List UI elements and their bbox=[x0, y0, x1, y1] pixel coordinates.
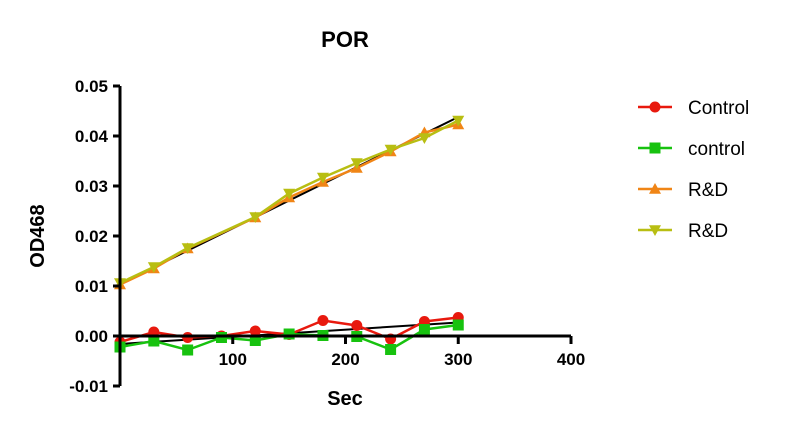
chart-title: POR bbox=[321, 27, 369, 52]
y-tick-label: 0.01 bbox=[75, 277, 108, 296]
data-point bbox=[452, 319, 464, 331]
axes: -0.01 0.00 0.01 0.02 0.03 0.04 0.05 100 200 300 40… bbox=[69, 77, 585, 396]
legend-marker bbox=[649, 101, 661, 113]
legend-marker bbox=[649, 225, 661, 236]
legend-label: Control bbox=[688, 98, 749, 119]
legend: Control control R&D R&D bbox=[638, 98, 749, 242]
legend-item: R&D bbox=[638, 221, 728, 242]
fit-lines bbox=[119, 116, 459, 345]
legend-label: control bbox=[688, 139, 745, 160]
legend-label: R&D bbox=[688, 180, 728, 201]
legend-label: R&D bbox=[688, 221, 728, 242]
data-point bbox=[317, 315, 329, 326]
y-axis-label: OD468 bbox=[27, 204, 49, 267]
data-point bbox=[385, 344, 397, 355]
data-point bbox=[249, 325, 261, 337]
data-point bbox=[182, 344, 194, 356]
x-tick-label: 200 bbox=[331, 350, 359, 369]
series-3 bbox=[114, 118, 465, 290]
data-point bbox=[418, 133, 431, 144]
data-point bbox=[283, 188, 296, 200]
x-tick-label: 400 bbox=[557, 350, 585, 369]
series-line bbox=[119, 119, 459, 285]
legend-item: Control bbox=[638, 98, 749, 119]
y-tick-label: 0.03 bbox=[75, 177, 108, 196]
data-point bbox=[418, 324, 430, 335]
x-axis-label: Sec bbox=[327, 388, 363, 410]
y-tick-label: 0.02 bbox=[75, 227, 108, 246]
data-point bbox=[147, 262, 160, 273]
data-point bbox=[316, 172, 329, 184]
data-point bbox=[249, 335, 261, 346]
data-point bbox=[384, 144, 397, 156]
y-tick-label: 0.05 bbox=[75, 77, 108, 96]
x-tick-label: 100 bbox=[219, 350, 247, 369]
series-layer bbox=[114, 115, 465, 356]
series-4 bbox=[114, 115, 465, 289]
data-point bbox=[452, 115, 465, 127]
legend-marker bbox=[649, 142, 661, 154]
data-point bbox=[249, 212, 262, 223]
data-point bbox=[350, 158, 363, 169]
data-point bbox=[283, 328, 295, 340]
data-point bbox=[181, 243, 194, 254]
legend-item: control bbox=[638, 139, 745, 160]
data-point bbox=[351, 320, 363, 331]
legend-marker bbox=[649, 183, 661, 194]
x-tick-label: 300 bbox=[444, 350, 472, 369]
data-point bbox=[148, 335, 160, 347]
y-tick-label: 0.04 bbox=[75, 127, 109, 146]
legend-item: R&D bbox=[638, 180, 728, 201]
y-tick-label: 0.00 bbox=[75, 327, 108, 346]
y-tick-label: -0.01 bbox=[69, 377, 108, 396]
series-line bbox=[119, 123, 459, 286]
